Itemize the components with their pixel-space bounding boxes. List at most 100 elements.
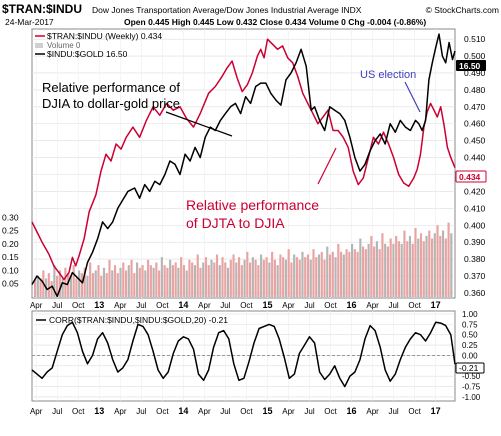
volume-bar [53,265,56,297]
last-tag-series1: 0.434 [459,172,481,182]
last-tag-series2-bg [456,60,486,71]
x-tick-label-lower: Jul [52,407,62,416]
corr-label: CORR($TRAN:$INDU,$INDU:$GOLD,20) -0.21 [49,315,228,325]
x-tick-label-lower: Apr [366,407,379,416]
right-axis-tick: 0.480 [464,85,486,95]
volume-bar [113,265,117,297]
volume-bar [323,259,326,297]
volume-bar [295,257,299,297]
volume-bar [185,270,188,297]
volume-bar [240,265,243,297]
volume-bar [356,251,359,297]
volume-bar [392,243,395,297]
volume-bar [414,227,417,297]
x-tick-label-lower: 13 [94,406,104,416]
quote-line: Open 0.445 High 0.445 Low 0.432 Close 0.… [124,17,426,27]
volume-bar [158,270,161,297]
volume-bar [105,273,108,297]
x-tick-label-lower: Apr [30,407,43,416]
volume-bar [67,273,70,297]
annotation-djta-djia-arrow [317,147,337,185]
volume-bar [337,243,340,297]
x-tick-label: 17 [431,300,441,310]
volume-bar [243,259,246,297]
volume-bar [89,262,92,297]
volume-bar [375,241,378,297]
volume-bar [339,251,343,297]
volume-bar [147,259,150,297]
right-axis-tick: 0.500 [464,51,486,61]
x-tick-label: Apr [198,301,211,310]
lower-lines [31,321,456,388]
volume-bar [254,259,257,297]
volume-bar [210,259,213,297]
volume-bar [317,254,321,297]
corr-series-line [31,321,456,388]
volume-bar [149,265,152,297]
volume-bar [433,233,436,297]
x-tick-label-lower: Oct [156,407,169,416]
volume-bar [235,262,238,297]
last-tag-series1-bg [455,170,487,183]
volume-bar [268,262,271,297]
upper-right-axis: 0.510 0.500 0.490 0.480 0.470 0.460 0.450 0.440… [464,34,486,298]
x-tick-label: Jul [136,301,146,310]
volume-bar [160,257,163,297]
volume-bar [406,241,409,297]
volume-bar [50,281,53,297]
x-tick-label-lower: Oct [240,407,253,416]
volume-bar [204,257,208,297]
x-tick-label: 14 [178,300,188,310]
volume-bar [56,275,59,297]
corr-last-tag: -0.21 [459,363,479,373]
annotation-djia-gold-arrow [165,111,233,137]
volume-bar [279,254,282,297]
upper-grid [32,29,455,298]
x-tick-label: Oct [240,301,253,310]
volume-bar [191,262,194,297]
volume-axis-tick: 0.05 [2,279,19,289]
corr-axis-tick: -0.75 [462,383,481,392]
legend-swatch-volume [35,43,43,48]
corr-axis-tick: -0.50 [462,372,481,381]
volume-axis-tick: 0.20 [2,239,19,249]
volume-bar [171,265,174,297]
right-axis-tick: 0.470 [464,102,486,112]
x-tick-label-lower: Jul [388,407,398,416]
volume-bar [312,249,315,297]
volume-bar [94,270,97,297]
x-tick-label-lower: Oct [408,407,421,416]
right-axis-tick: 0.390 [464,237,486,247]
volume-bar [359,238,362,297]
annotation-djta-djia-line2: of DJTA to DJIA [186,215,285,231]
volume-bar [408,235,412,297]
volume-bar [202,262,205,297]
right-axis-tick: 0.410 [464,203,486,213]
right-axis-tick: 0.370 [464,271,486,281]
volume-axis-tick: 0.30 [2,212,19,222]
volume-bar [78,270,81,297]
annotation-us-election-arrow [404,81,421,113]
volume-bar [334,257,337,297]
volume-bar [75,278,78,297]
volume-axis-tick: 0.25 [2,226,19,236]
volume-bar [403,230,406,297]
volume-bar [135,262,139,297]
volume-bar [282,257,285,297]
corr-axis-tick: 0.75 [462,320,478,329]
right-axis-tick: 0.450 [464,136,486,146]
volume-bar [61,278,64,297]
volume-bar [221,257,224,297]
corr-axis-tick: 1.00 [462,310,478,319]
volume-bar [86,275,89,297]
x-tick-label-lower: Apr [198,407,211,416]
x-tick-label: Apr [30,301,43,310]
right-axis-tick: 0.490 [464,68,486,78]
volume-bar [130,259,133,297]
volume-bar [436,225,439,297]
volume-bar [100,275,103,297]
legend-series2: $INDU:$GOLD 16.50 [47,49,128,59]
volume-axis-tick: 0.15 [2,252,19,262]
volume-bar [430,238,434,297]
upper-lines [31,33,456,298]
